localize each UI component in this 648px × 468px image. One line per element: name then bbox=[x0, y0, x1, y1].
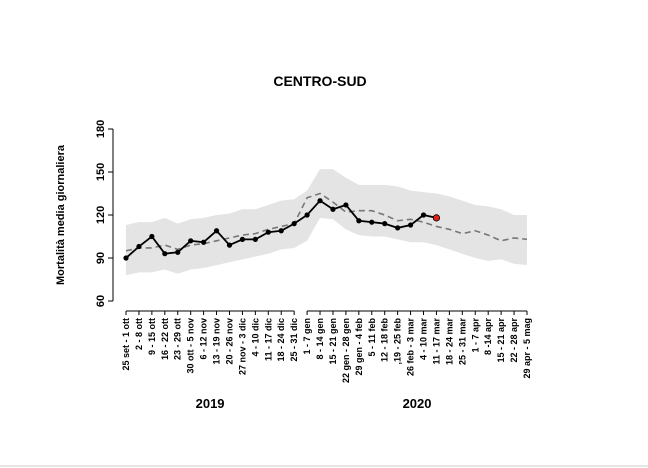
observed-point bbox=[369, 219, 375, 225]
observed-point bbox=[420, 212, 427, 218]
observed-point bbox=[278, 228, 284, 234]
observed-point bbox=[407, 222, 414, 228]
observed-point bbox=[188, 238, 194, 244]
x-tick-label: 16 - 22 ott bbox=[160, 318, 170, 360]
x-group-label: 2019 bbox=[196, 396, 225, 411]
latest-point bbox=[432, 214, 441, 222]
y-tick-label: 120 bbox=[95, 206, 107, 224]
x-tick-label: 2 - 8 ott bbox=[134, 318, 144, 350]
expected-line bbox=[125, 192, 528, 252]
x-tick-label: 4 - 10 mar bbox=[419, 318, 429, 361]
observed-point bbox=[162, 251, 168, 257]
x-group-label: 2020 bbox=[403, 396, 432, 411]
observed-point bbox=[149, 233, 155, 240]
x-tick-label: 8 -14 apr bbox=[483, 318, 493, 356]
x-tick-label: 6 - 12 nov bbox=[199, 318, 209, 360]
x-tick-label: 12 - 18 feb bbox=[380, 318, 390, 363]
observed-point bbox=[317, 198, 323, 204]
observed-point bbox=[226, 242, 233, 248]
observed-point bbox=[265, 229, 271, 235]
x-tick-label: 27 nov - 3 dic bbox=[237, 318, 247, 375]
observed-point bbox=[123, 255, 129, 261]
x-tick-label: 9 - 15 ott bbox=[147, 318, 157, 355]
x-tick-label: 20 - 26 nov bbox=[224, 318, 234, 365]
y-tick-label: 180 bbox=[95, 120, 107, 138]
x-tick-label: 18 - 24 mar bbox=[444, 318, 454, 366]
observed-point bbox=[239, 236, 246, 242]
x-tick-label: 22 - 28 apr bbox=[509, 318, 519, 363]
x-tick-label: 11 - 17 dic bbox=[263, 318, 273, 361]
x-tick-label: 18 - 24 dic bbox=[276, 318, 286, 362]
observed-point bbox=[291, 221, 297, 227]
x-tick-label: 29 apr - 5 mag bbox=[522, 318, 532, 379]
y-tick-label: 90 bbox=[95, 252, 107, 264]
observed-point bbox=[252, 236, 258, 242]
x-tick-label: 26 feb - 3 mar bbox=[406, 318, 416, 377]
y-tick-label: 150 bbox=[95, 163, 107, 181]
y-axis-label: Mortalità media giornaliera bbox=[55, 144, 67, 285]
x-tick-label: 1 - 7 gen bbox=[302, 318, 312, 355]
x-tick-label: 25 set - 1 ott bbox=[121, 318, 131, 371]
chart-title: CENTRO-SUD bbox=[273, 73, 366, 89]
observed-point bbox=[382, 221, 388, 227]
x-tick-label: 30 ott - 5 nov bbox=[186, 318, 196, 374]
observed-point bbox=[213, 228, 220, 234]
x-tick-label: 22 gen - 28 gen bbox=[341, 318, 351, 383]
x-tick-label: 13 - 19 nov bbox=[212, 318, 222, 365]
x-tick-label: 25 - 31 dic bbox=[289, 318, 299, 362]
x-tick-label: 15 - 21 gen bbox=[328, 318, 338, 365]
x-tick-label: 11 - 17 mar bbox=[431, 318, 441, 365]
observed-point bbox=[356, 218, 362, 224]
observed-point bbox=[201, 239, 207, 245]
x-tick-label: 5 - 11 feb bbox=[367, 318, 377, 357]
x-tick-label: 1 - 7 apr bbox=[470, 318, 480, 353]
y-tick-label: 60 bbox=[95, 295, 107, 307]
x-tick-label: 29 gen - 4 feb bbox=[354, 317, 364, 375]
observed-point bbox=[175, 249, 181, 255]
x-tick-label: 23 - 29 ott bbox=[173, 318, 183, 360]
observed-point bbox=[304, 212, 310, 218]
x-tick-label: 25 - 31 mar bbox=[457, 318, 467, 366]
observed-point bbox=[395, 225, 401, 231]
x-tick-label: 15 - 21 apr bbox=[496, 318, 506, 363]
observed-point bbox=[330, 206, 336, 212]
x-tick-label: ,19 - 25 feb bbox=[393, 318, 403, 365]
x-tick-label: 8 - 14 gen bbox=[315, 318, 325, 360]
observed-point bbox=[343, 202, 349, 208]
observed-point bbox=[136, 243, 142, 250]
x-tick-label: 4 - 10 dic bbox=[250, 318, 260, 357]
reference-band bbox=[126, 169, 527, 276]
